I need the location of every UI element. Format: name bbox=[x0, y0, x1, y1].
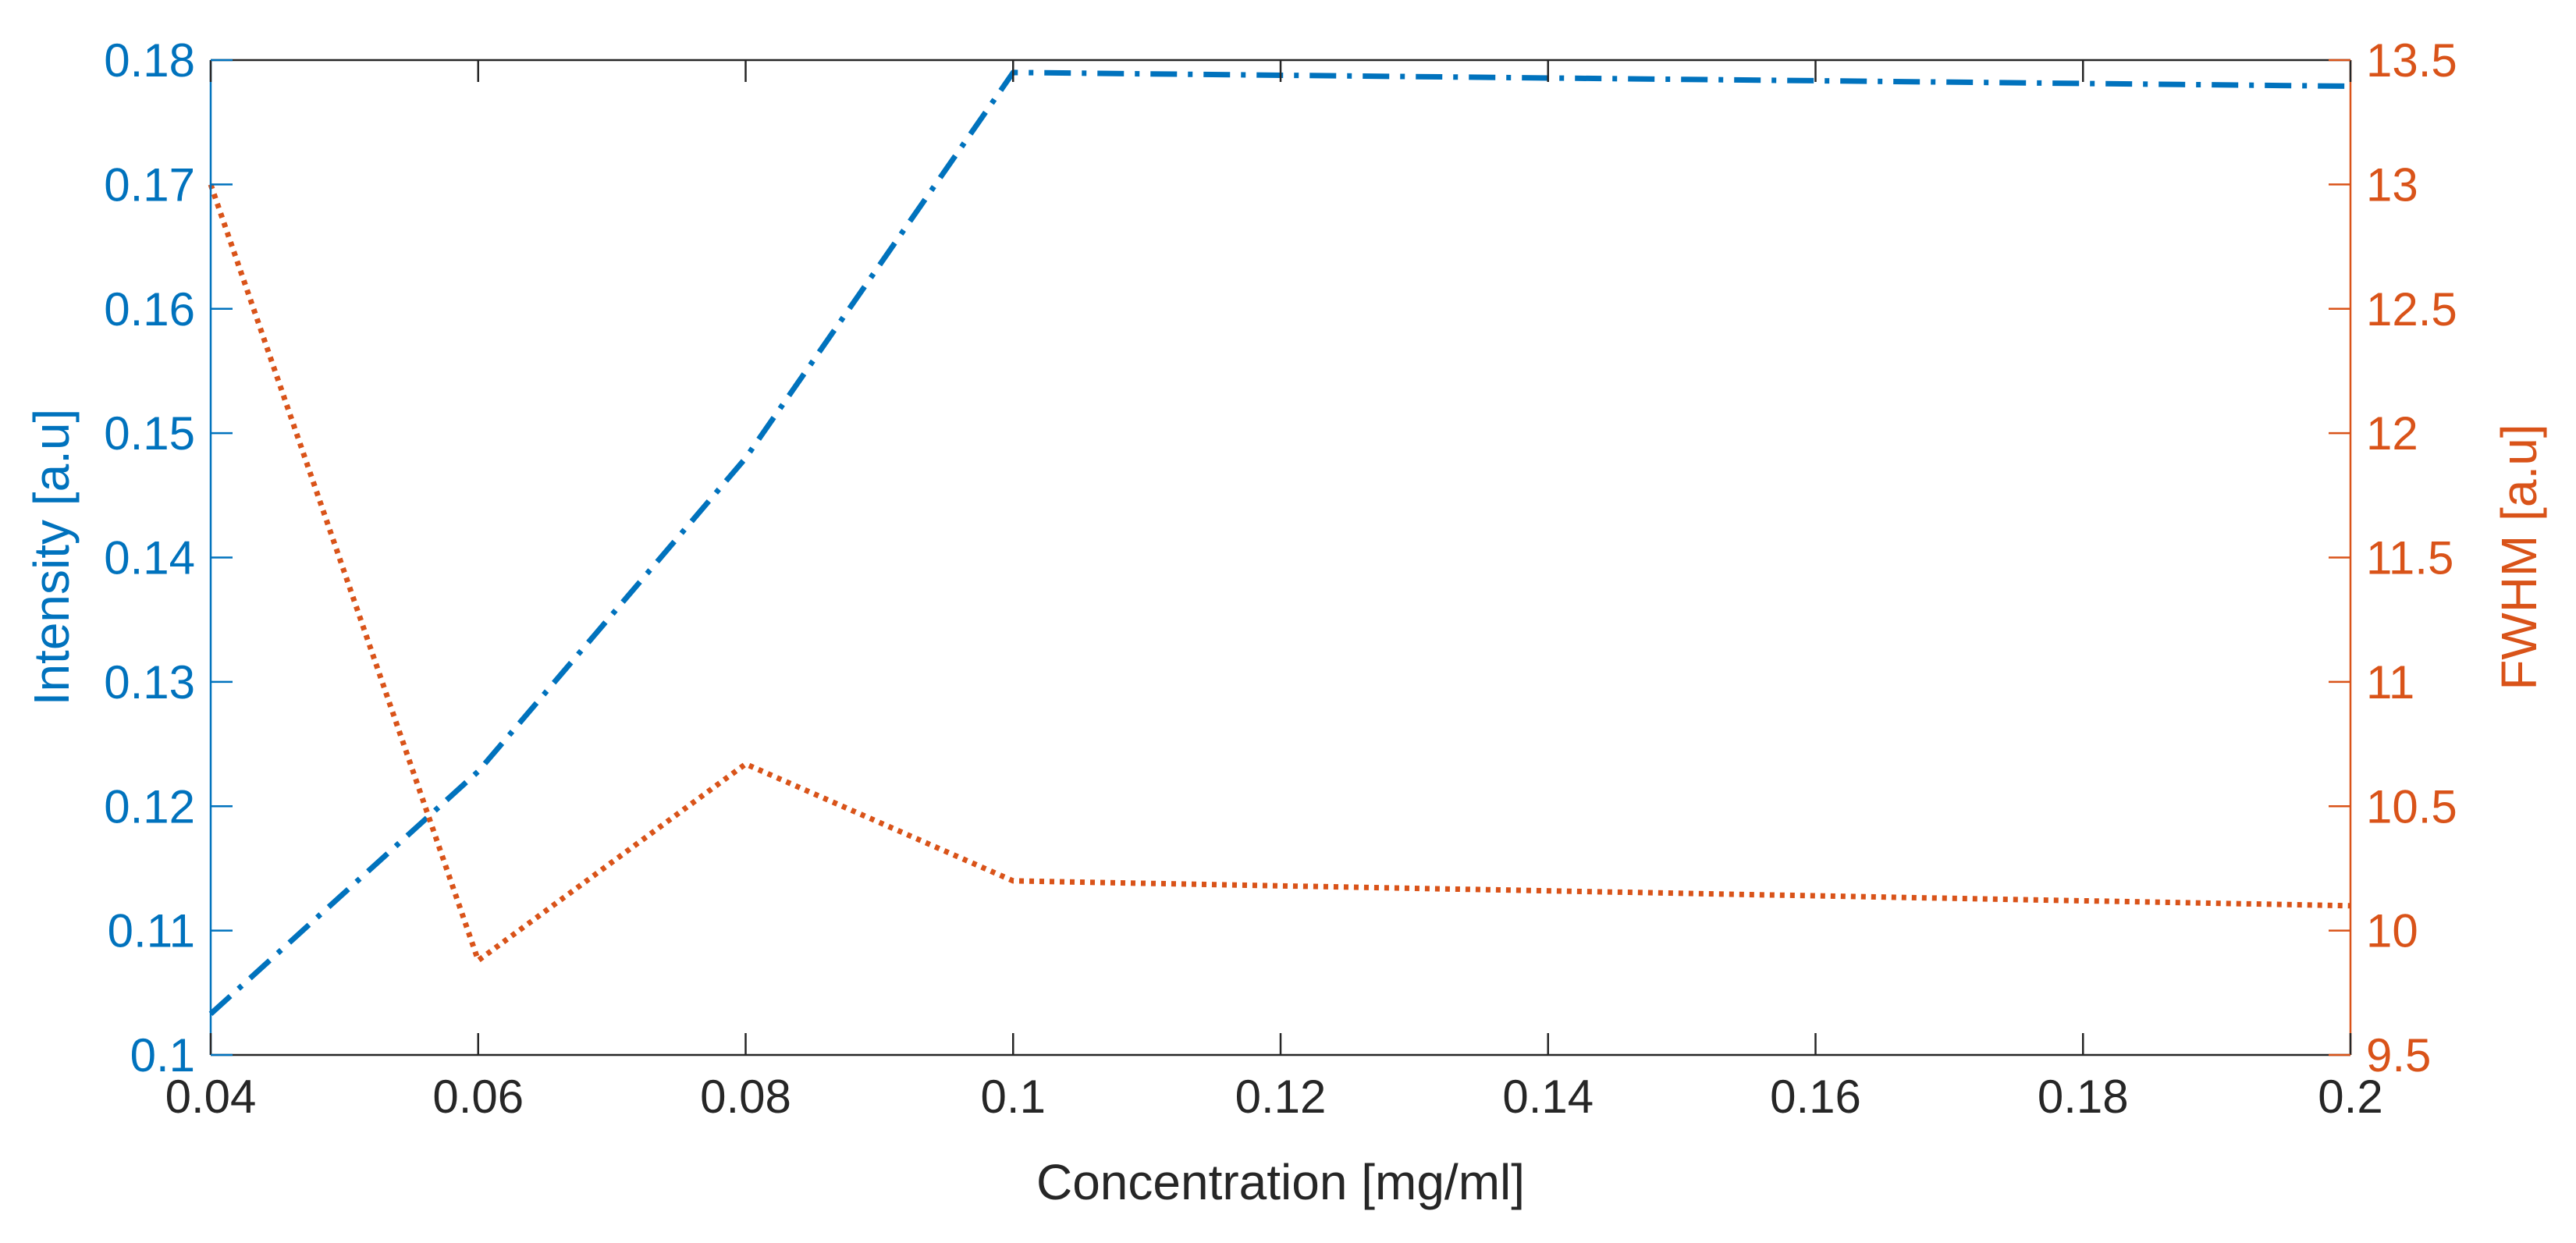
plot-area bbox=[211, 60, 2350, 1055]
y-right-tick-label: 12.5 bbox=[2366, 283, 2457, 336]
x-tick-label: 0.14 bbox=[1502, 1071, 1594, 1123]
y-left-tick-label: 0.18 bbox=[104, 34, 195, 87]
y-right-tick-label: 10.5 bbox=[2366, 780, 2457, 833]
y-right-tick-label: 13 bbox=[2366, 158, 2418, 211]
x-tick-label: 0.18 bbox=[2038, 1071, 2129, 1123]
y-left-tick-label: 0.14 bbox=[104, 532, 195, 584]
axes-layer: 0.04 0.06 0.08 0.1 0.12 0.14 0.16 0.18 0.2 0.1 0.1… bbox=[104, 34, 2457, 1123]
y-right-tick-label: 11 bbox=[2366, 656, 2414, 709]
y-right-tick-label: 12 bbox=[2366, 407, 2418, 460]
y-left-tick-label: 0.17 bbox=[104, 158, 195, 211]
x-axis-label: Concentration [mg/ml] bbox=[1036, 1154, 1525, 1210]
x-tick-label: 0.06 bbox=[432, 1071, 524, 1123]
series-line-fwhm bbox=[208, 183, 2351, 964]
x-tick-label: 0.1 bbox=[981, 1071, 1046, 1123]
y-left-tick-label: 0.1 bbox=[130, 1029, 195, 1081]
y-right-tick-label: 10 bbox=[2366, 905, 2418, 957]
y-left-tick-label: 0.16 bbox=[104, 283, 195, 336]
y-left-tick-label: 0.15 bbox=[104, 407, 195, 460]
y-left-tick-label: 0.11 bbox=[108, 905, 195, 957]
y-left-tick-label: 0.13 bbox=[104, 656, 195, 709]
x-tick-label: 0.12 bbox=[1235, 1071, 1327, 1123]
y-right-tick-label: 9.5 bbox=[2366, 1029, 2431, 1081]
x-tick-label: 0.16 bbox=[1770, 1071, 1861, 1123]
x-tick-label: 0.08 bbox=[700, 1071, 791, 1123]
y-right-tick-label: 13.5 bbox=[2366, 34, 2457, 87]
y-axis-left-label: Intensity [a.u] bbox=[23, 409, 80, 706]
y-axis-right-label: FWHM [a.u] bbox=[2491, 424, 2547, 690]
y-right-tick-label: 11.5 bbox=[2366, 532, 2453, 584]
y-left-tick-label: 0.12 bbox=[104, 780, 195, 833]
x-tick-label: 0.04 bbox=[165, 1071, 257, 1123]
x-tick-label: 0.2 bbox=[2318, 1071, 2382, 1123]
series-layer bbox=[208, 69, 2351, 1016]
